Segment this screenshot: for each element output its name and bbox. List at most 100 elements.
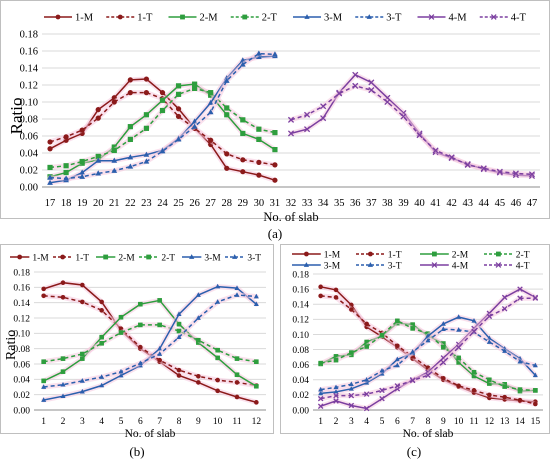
data-point	[501, 305, 508, 312]
data-point	[456, 383, 461, 389]
y-tick-label: 0.02	[13, 391, 30, 401]
legend-marker	[432, 251, 437, 257]
data-point	[127, 77, 133, 83]
data-point	[143, 112, 150, 118]
data-point	[336, 90, 343, 97]
y-tick-label: 0.12	[292, 316, 309, 326]
x-tick-label: 39	[398, 198, 409, 209]
series-line	[43, 324, 257, 363]
legend-marker	[103, 254, 109, 260]
x-tick-label: 29	[238, 198, 249, 209]
data-point	[118, 368, 124, 374]
data-point	[195, 292, 201, 297]
legend-label: 2-T	[161, 253, 175, 263]
data-point	[95, 170, 102, 176]
data-point	[532, 362, 538, 368]
legend-marker	[117, 14, 123, 20]
data-point	[368, 79, 375, 86]
x-tick-label: 28	[221, 198, 232, 209]
x-tick-label: 19	[77, 198, 88, 209]
data-point	[532, 372, 538, 378]
x-axis-title: No. of slab	[125, 428, 176, 440]
data-point	[456, 314, 462, 319]
data-point	[240, 117, 246, 123]
data-point	[333, 389, 339, 394]
x-tick-label: 3	[349, 417, 354, 427]
x-tick-label: 7	[157, 417, 162, 427]
x-tick-label: 40	[414, 198, 425, 209]
data-point	[159, 97, 166, 103]
data-point	[176, 311, 182, 317]
data-point	[224, 105, 230, 111]
data-point	[256, 159, 262, 165]
legend-marker	[367, 262, 374, 267]
data-point	[99, 334, 104, 340]
caption-c: (c)	[407, 444, 421, 459]
x-tick-label: 27	[205, 198, 216, 209]
legend-label: 3-M	[324, 13, 343, 24]
data-point	[95, 153, 101, 159]
data-point	[41, 378, 46, 384]
data-point	[400, 113, 407, 120]
data-point	[395, 318, 400, 324]
data-point	[368, 87, 375, 94]
data-point	[208, 137, 214, 143]
x-tick-label: 34	[318, 198, 329, 209]
data-point	[432, 147, 439, 154]
y-tick-label: 0.18	[292, 270, 309, 280]
data-point	[127, 163, 134, 169]
data-point	[60, 381, 66, 387]
data-point	[410, 326, 415, 331]
data-point	[60, 369, 66, 374]
x-tick-label: 47	[527, 198, 538, 209]
legend-marker	[55, 14, 61, 20]
data-point	[272, 51, 278, 57]
data-point	[60, 393, 66, 399]
y-tick-label: 0.18	[20, 30, 38, 41]
data-point	[47, 139, 53, 145]
data-point	[464, 161, 471, 168]
data-point	[320, 103, 327, 110]
y-tick-label: 0.02	[292, 391, 309, 401]
data-point	[111, 144, 117, 150]
legend-label: 3-T	[247, 253, 261, 263]
data-point	[440, 321, 446, 326]
legend-marker	[428, 14, 435, 20]
data-point	[138, 344, 143, 350]
legend-marker	[304, 251, 309, 257]
chart-layer: 0.00 0.02 0.04 0.06 0.08 0.10 0.12 0.14 0.16 0.18…	[4, 13, 543, 440]
data-point	[99, 341, 104, 346]
data-point	[60, 356, 66, 361]
y-tick-label: 0.10	[292, 331, 309, 341]
data-point	[240, 130, 246, 137]
data-point	[317, 403, 324, 409]
data-point	[487, 377, 492, 383]
y-tick-label: 0.00	[292, 406, 309, 416]
legend-label: 4-M	[452, 261, 469, 271]
y-tick-label: 0.14	[20, 64, 39, 75]
data-point	[118, 330, 124, 335]
data-point	[175, 91, 182, 97]
y-tick-label: 0.16	[20, 47, 38, 58]
data-point	[240, 157, 246, 163]
data-point	[471, 318, 477, 323]
data-point	[60, 295, 66, 300]
data-point	[352, 71, 359, 78]
data-point	[272, 130, 278, 136]
data-point	[175, 136, 182, 142]
y-tick-label: 0.04	[292, 376, 309, 386]
x-tick-label: 7	[410, 417, 415, 427]
data-point	[455, 344, 462, 351]
y-tick-label: 0.08	[20, 115, 38, 126]
x-tick-label: 45	[495, 198, 506, 209]
x-tick-label: 43	[462, 198, 473, 209]
data-point	[256, 50, 262, 56]
y-tick-label: 0.18	[13, 268, 30, 278]
data-point	[41, 384, 47, 389]
legend-marker	[496, 251, 501, 257]
legend-b: 1-M 1-T 2-M 2-T 3-M 3-T	[10, 253, 261, 263]
x-tick-label: 11	[469, 417, 478, 427]
x-tick-label: 1	[318, 417, 323, 427]
data-point	[215, 347, 220, 353]
data-point	[456, 360, 461, 365]
